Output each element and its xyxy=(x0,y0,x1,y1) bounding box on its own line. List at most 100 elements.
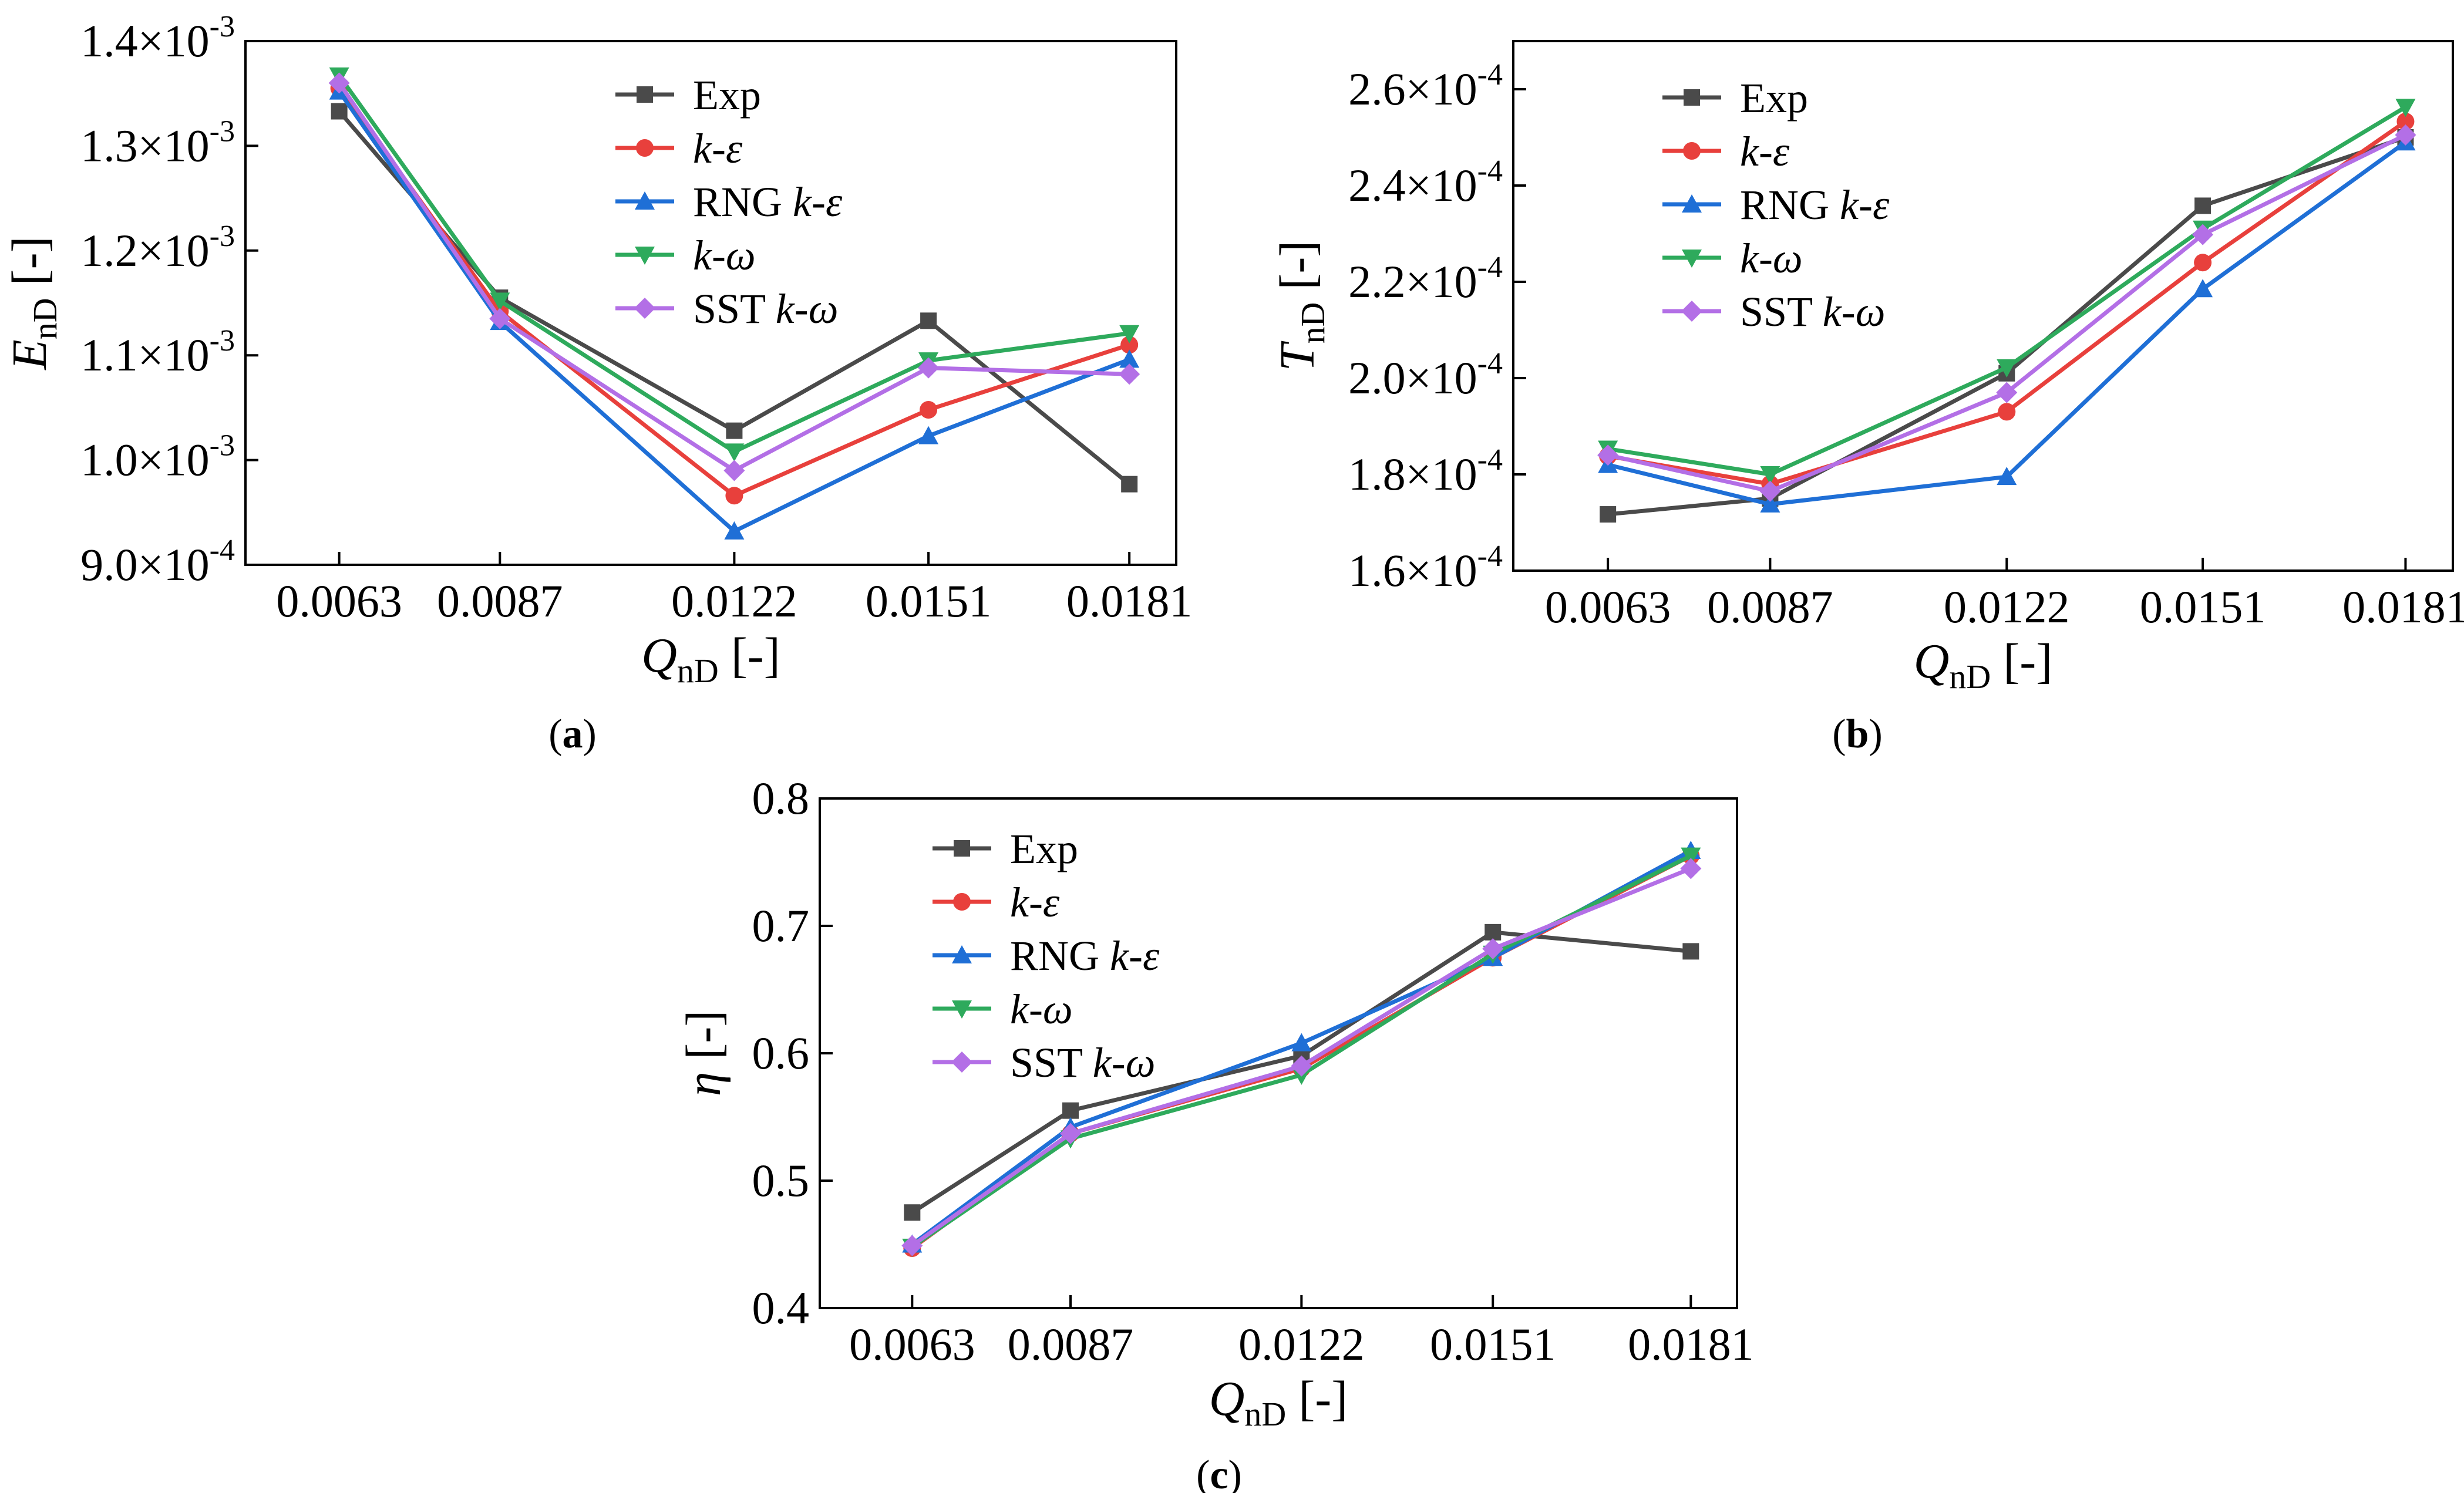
data-point xyxy=(1681,847,1701,866)
data-point xyxy=(2395,124,2416,146)
legend-label: k-ω xyxy=(1010,986,1073,1033)
legend-label: k-ω xyxy=(693,232,756,279)
legend-marker xyxy=(636,139,654,157)
legend-marker xyxy=(1683,142,1701,160)
legend-label: SST k-ω xyxy=(1010,1039,1156,1086)
data-point xyxy=(724,521,745,540)
data-point xyxy=(2194,254,2212,272)
x-tick-label: 0.0151 xyxy=(1430,1319,1556,1370)
legend-label: Exp xyxy=(1740,75,1808,122)
data-point xyxy=(918,357,940,379)
y-tick-label: 1.8×10-4 xyxy=(1348,443,1503,500)
legend: Exp k-ε RNG k-ε k-ω SST k-ω xyxy=(615,72,843,332)
data-point xyxy=(725,487,743,505)
legend-label: RNG k-ε xyxy=(693,178,843,225)
data-point xyxy=(1759,480,1781,502)
x-tick-label: 0.0063 xyxy=(276,575,402,626)
legend-label: Exp xyxy=(693,72,761,119)
y-axis-label: TnD [-] xyxy=(1270,241,1332,372)
data-point xyxy=(328,72,350,94)
y-tick-label: 0.4 xyxy=(752,1282,810,1333)
data-point xyxy=(1600,506,1617,523)
data-point xyxy=(489,308,511,329)
plot-frame xyxy=(1512,40,2454,572)
data-point xyxy=(1485,924,1502,941)
y-tick-label: 0.8 xyxy=(752,773,810,824)
legend-marker xyxy=(1682,250,1702,268)
x-axis-label: QnD [-] xyxy=(1914,634,2052,696)
legend-label: k-ω xyxy=(1740,235,1803,282)
y-tick-label: 0.6 xyxy=(752,1027,810,1079)
data-point xyxy=(2395,99,2416,117)
data-point xyxy=(726,422,743,439)
data-point xyxy=(1120,336,1139,354)
data-point xyxy=(920,312,937,329)
data-point xyxy=(1119,349,1140,368)
legend-label: SST k-ω xyxy=(693,285,839,332)
y-tick-label: 2.0×10-4 xyxy=(1348,347,1503,403)
y-tick-label: 1.4×10-3 xyxy=(80,10,235,66)
data-point xyxy=(331,103,348,120)
data-point xyxy=(1119,325,1140,343)
legend-marker xyxy=(637,86,653,103)
legend-marker xyxy=(1681,301,1702,322)
x-axis-label: QnD [-] xyxy=(641,628,780,690)
x-tick-label: 0.0181 xyxy=(2342,581,2464,632)
x-tick-label: 0.0087 xyxy=(1707,581,1833,632)
legend-label: k-ε xyxy=(1010,879,1060,926)
chart-panel-3: 0.4 0.5 0.6 0.7 0.8 0.0063 0.0087 0.0122 0.0151 0… xyxy=(676,773,1754,1493)
data-point xyxy=(2193,279,2213,298)
data-point xyxy=(1680,858,1702,879)
data-point xyxy=(490,292,510,311)
series-line xyxy=(1607,133,2406,494)
data-point xyxy=(904,1204,921,1221)
data-point xyxy=(1997,359,2017,378)
legend-marker xyxy=(953,893,971,911)
x-tick-label: 0.0122 xyxy=(671,575,797,626)
data-point xyxy=(1062,1102,1079,1119)
x-tick-label: 0.0063 xyxy=(1545,581,1671,632)
panel-label: (a) xyxy=(548,712,597,757)
series-k-ω xyxy=(1598,99,2416,484)
data-point xyxy=(2194,197,2211,214)
data-point xyxy=(1998,403,2016,421)
legend-marker xyxy=(954,840,970,857)
legend-marker xyxy=(1682,194,1702,213)
x-tick-label: 0.0151 xyxy=(2140,581,2266,632)
chart-panel-1: 9.0×10-4 1.0×10-3 1.1×10-3 1.2×10-3 1.3×10-3… xyxy=(2,10,1192,757)
data-point xyxy=(1119,363,1140,385)
y-axis-label: η [-] xyxy=(676,1010,731,1097)
legend-marker xyxy=(635,247,655,265)
legend-marker xyxy=(951,1051,972,1073)
data-point xyxy=(1682,943,1699,960)
data-point xyxy=(901,1235,923,1256)
legend-label: RNG k-ε xyxy=(1010,932,1160,979)
legend: Exp k-ε RNG k-ε k-ω SST k-ω xyxy=(933,825,1160,1086)
chart-panel-2: 1.6×10-4 1.8×10-4 2.0×10-4 2.2×10-4 2.4×10-4… xyxy=(1270,40,2464,757)
data-point xyxy=(723,460,745,481)
x-tick-label: 0.0122 xyxy=(1944,581,2070,632)
data-point xyxy=(1996,382,2018,403)
legend-label: k-ε xyxy=(1740,128,1790,175)
y-tick-label: 0.7 xyxy=(752,900,810,951)
legend-marker xyxy=(952,945,972,963)
y-tick-label: 1.2×10-3 xyxy=(80,220,235,276)
legend-marker xyxy=(1684,89,1700,106)
y-tick-label: 2.2×10-4 xyxy=(1348,251,1503,307)
data-point xyxy=(2192,224,2214,245)
legend-label: SST k-ω xyxy=(1740,288,1886,335)
x-axis-label: QnD [-] xyxy=(1209,1371,1348,1433)
y-tick-label: 1.0×10-3 xyxy=(80,429,235,486)
y-tick-label: 2.6×10-4 xyxy=(1348,58,1503,114)
y-tick-label: 1.6×10-4 xyxy=(1348,540,1503,596)
data-point xyxy=(2396,112,2415,130)
data-point xyxy=(1482,938,1504,960)
data-point xyxy=(920,400,938,419)
legend: Exp k-ε RNG k-ε k-ω SST k-ω xyxy=(1662,75,1890,335)
data-point xyxy=(1291,1033,1312,1051)
series-line xyxy=(1607,140,2407,507)
series-sst-k-ω xyxy=(1597,124,2416,502)
data-point xyxy=(1597,444,1619,466)
legend-marker xyxy=(952,1000,972,1019)
